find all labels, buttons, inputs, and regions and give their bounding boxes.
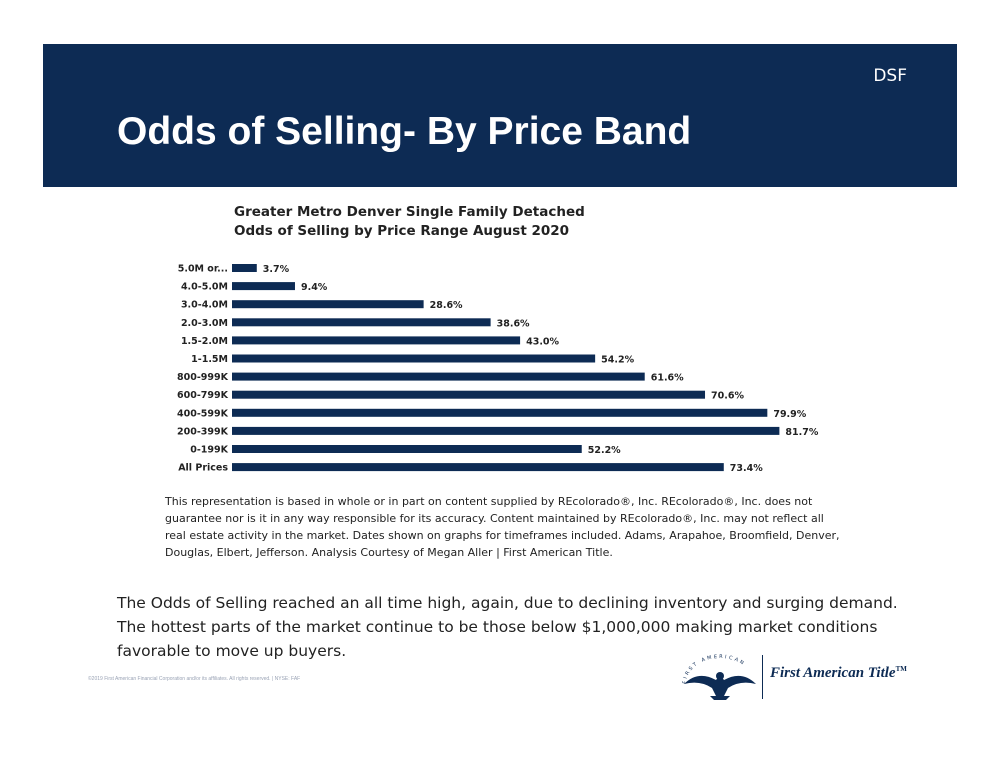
bar: [232, 300, 424, 309]
chart-subtitle: Odds of Selling by Price Range August 20…: [234, 223, 570, 239]
value-label: 9.4%: [301, 282, 328, 293]
trademark-mark: TM: [895, 665, 907, 673]
category-label: 600-799K: [177, 390, 229, 401]
value-label: 52.2%: [588, 445, 621, 456]
category-label: 1-1.5M: [191, 354, 228, 365]
chart-title: Greater Metro Denver Single Family Detac…: [234, 204, 585, 220]
category-label: 800-999K: [177, 372, 229, 383]
category-label: 200-399K: [177, 426, 229, 437]
data-disclaimer: This representation is based in whole or…: [165, 495, 840, 559]
bar: [232, 390, 706, 399]
odds-of-selling-bar-chart: 5.0M or... 3.7% 4.0-5.0M 9.4% 3.0-4.0M 28.6% 2…: [177, 264, 819, 475]
bar: [232, 336, 521, 345]
category-label: 4.0-5.0M: [181, 282, 228, 293]
bar: [232, 372, 645, 381]
summary-paragraph: The Odds of Selling reached an all time …: [117, 594, 898, 660]
bar: [232, 282, 295, 291]
bar: [232, 445, 582, 453]
bar: [232, 408, 768, 417]
bar: [232, 426, 780, 435]
category-label: 0-199K: [190, 445, 228, 456]
bar: [232, 354, 596, 363]
page-title: Odds of Selling- By Price Band: [117, 110, 692, 153]
logo-divider: [762, 655, 763, 699]
category-label: 2.0-3.0M: [181, 318, 228, 329]
value-label: 79.9%: [773, 409, 806, 420]
value-label: 70.6%: [711, 391, 744, 402]
value-label: 81.7%: [785, 427, 818, 438]
category-label: All Prices: [178, 463, 228, 474]
value-label: 73.4%: [730, 463, 763, 474]
bar: [232, 463, 724, 472]
document-tag: DSF: [873, 66, 907, 86]
brand-logo-text: First American TitleTM: [770, 665, 907, 682]
value-label: 28.6%: [430, 300, 463, 311]
value-label: 43.0%: [526, 336, 559, 347]
category-label: 1.5-2.0M: [181, 336, 228, 347]
bar: [232, 318, 491, 327]
category-label: 5.0M or...: [178, 264, 228, 275]
value-label: 61.6%: [651, 373, 684, 384]
eagle-logo-icon: FIRST AMERICAN: [682, 654, 756, 700]
brand-name: First American Title: [770, 665, 896, 681]
value-label: 38.6%: [497, 318, 530, 329]
category-label: 3.0-4.0M: [181, 300, 228, 311]
value-label: 3.7%: [263, 264, 290, 275]
copyright-notice: ©2019 First American Financial Corporati…: [88, 676, 301, 682]
title-banner: DSF Odds of Selling- By Price Band: [43, 44, 957, 187]
category-label: 400-599K: [177, 408, 229, 419]
bar: [232, 264, 257, 272]
value-label: 54.2%: [601, 355, 634, 366]
